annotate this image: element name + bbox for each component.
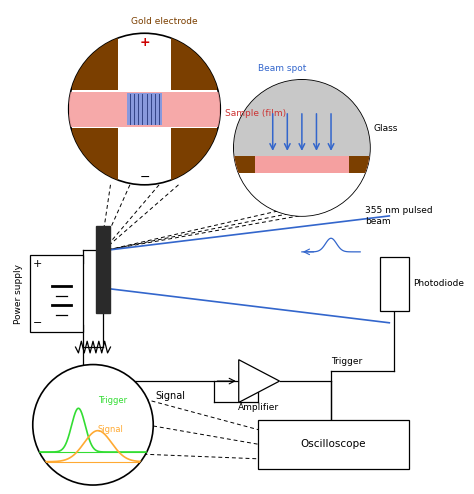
Text: Trigger: Trigger (98, 396, 127, 405)
Bar (69, 91, 220, 126)
Text: Glass: Glass (374, 124, 398, 133)
Bar (348, 156, 370, 173)
Text: Signal: Signal (98, 425, 124, 434)
Text: Trigger: Trigger (331, 357, 362, 366)
Bar (171, 128, 218, 182)
Bar (127, 93, 162, 124)
Circle shape (33, 365, 153, 485)
Text: Power supply: Power supply (14, 264, 23, 324)
Bar (30, 255, 83, 332)
Text: Signal: Signal (156, 391, 186, 401)
Bar (234, 156, 255, 173)
Bar (96, 226, 109, 313)
Text: Gold electrode: Gold electrode (131, 17, 197, 26)
Bar (234, 158, 370, 216)
Text: Amplifier: Amplifier (237, 403, 279, 412)
Text: 355 nm pulsed
beam: 355 nm pulsed beam (365, 206, 433, 226)
Bar (171, 36, 218, 89)
Polygon shape (239, 360, 280, 403)
Bar (72, 128, 118, 182)
Bar (234, 156, 370, 173)
Text: Beam spot: Beam spot (258, 64, 307, 73)
Text: −: − (139, 170, 150, 184)
Text: +: + (33, 259, 42, 270)
Text: −: − (33, 318, 42, 328)
Bar (234, 80, 370, 158)
Text: Photodiode: Photodiode (414, 280, 465, 288)
Text: +: + (139, 37, 150, 49)
Circle shape (69, 33, 220, 185)
Bar (258, 420, 409, 468)
Bar (380, 257, 409, 311)
Text: Oscilloscope: Oscilloscope (301, 439, 366, 449)
Text: Sample (film): Sample (film) (225, 109, 286, 119)
Circle shape (234, 80, 370, 216)
Bar (72, 36, 118, 89)
